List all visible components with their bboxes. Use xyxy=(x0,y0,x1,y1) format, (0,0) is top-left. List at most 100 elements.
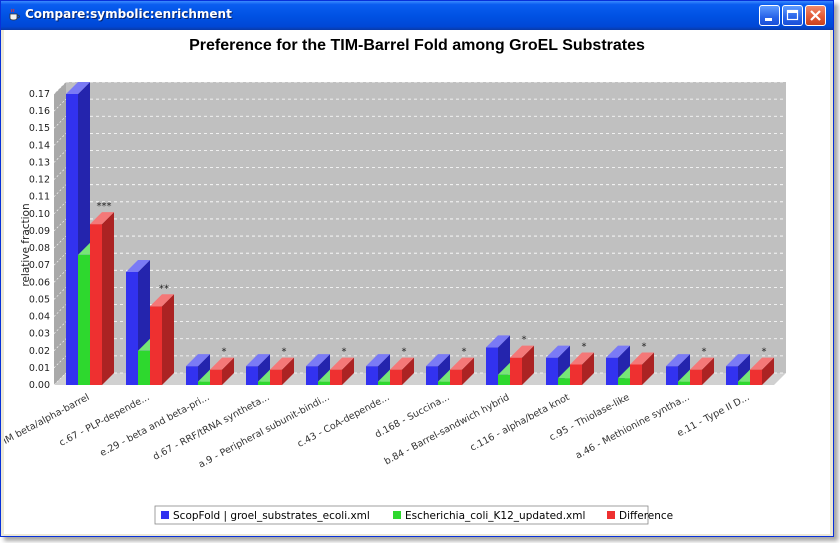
y-axis-label: relative fraction xyxy=(20,203,32,286)
window-title: Compare:symbolic:enrichment xyxy=(25,7,232,21)
y-gridline-side xyxy=(53,218,67,232)
bar-top xyxy=(546,345,570,358)
bar-front xyxy=(546,357,558,385)
x-tick-label: c.116 - alpha/beta knot xyxy=(468,392,571,454)
y-tick-label: 0.12 xyxy=(29,175,50,186)
bar xyxy=(630,352,654,385)
y-tick-label: 0.09 xyxy=(29,226,50,237)
bar-side xyxy=(342,357,354,385)
y-gridline-side xyxy=(53,338,67,351)
bar-side xyxy=(462,357,474,385)
chart-title: Preference for the TIM-Barrel Fold among… xyxy=(189,37,645,54)
bar-front xyxy=(90,224,102,385)
y-gridline-side xyxy=(53,116,67,129)
bar-front xyxy=(78,254,90,385)
bar-front xyxy=(366,366,378,385)
y-tick-label: 0.02 xyxy=(29,346,50,357)
bar-top xyxy=(366,354,390,367)
maximize-icon xyxy=(786,9,799,21)
legend-box xyxy=(154,505,649,525)
bar-front xyxy=(690,369,702,385)
bar-front xyxy=(726,366,738,385)
bar-side xyxy=(102,212,114,385)
bar-front xyxy=(558,378,570,385)
y-gridline-side xyxy=(53,81,67,95)
y-gridline-side xyxy=(53,133,67,146)
y-tick-label: 0.03 xyxy=(29,329,50,340)
significance-label: *** xyxy=(97,201,112,212)
bar-top xyxy=(726,354,750,367)
bar-side xyxy=(642,352,654,385)
significance-label: * xyxy=(462,347,467,358)
bar-front xyxy=(606,357,618,385)
y-gridline-side xyxy=(53,355,67,369)
bar xyxy=(306,354,330,385)
bar-top xyxy=(570,352,594,365)
significance-label: * xyxy=(402,347,407,358)
bar-front xyxy=(306,366,318,385)
bar-top xyxy=(126,260,150,273)
y-tick-label: 0.06 xyxy=(29,277,50,288)
bar-front xyxy=(126,272,138,385)
bar-front xyxy=(510,357,522,385)
legend-label: ScopFold | groel_substrates_ecoli.xml xyxy=(173,510,370,522)
legend-swatch xyxy=(607,511,615,519)
y-gridline-side xyxy=(53,321,67,334)
y-tick-label: 0.15 xyxy=(29,123,50,134)
bar xyxy=(210,357,234,385)
y-tick-label: 0.08 xyxy=(29,243,50,254)
bar-side xyxy=(378,354,390,385)
legend-swatch xyxy=(161,511,169,519)
bar xyxy=(570,352,594,385)
y-tick-label: 0.07 xyxy=(29,260,50,271)
bar-front xyxy=(450,369,462,385)
bar-front xyxy=(426,366,438,385)
minimize-icon xyxy=(765,18,772,21)
title-bar[interactable]: Compare:symbolic:enrichment xyxy=(1,1,833,30)
y-tick-label: 0.17 xyxy=(29,89,50,100)
y-tick-label: 0.16 xyxy=(29,106,50,117)
legend-label: Escherichia_coli_K12_updated.xml xyxy=(405,510,585,522)
significance-label: * xyxy=(702,347,707,358)
plot-side-wall xyxy=(54,82,66,385)
bar-top xyxy=(306,354,330,367)
bar-top xyxy=(270,357,294,370)
bar xyxy=(186,354,210,385)
bar xyxy=(246,354,270,385)
y-tick-label: 0.11 xyxy=(29,192,50,203)
bar-side xyxy=(258,354,270,385)
bar xyxy=(690,357,714,385)
bar-top xyxy=(750,357,774,370)
bar-front xyxy=(738,381,750,385)
y-tick-label: 0.04 xyxy=(29,312,50,323)
significance-label: * xyxy=(642,341,647,352)
maximize-button[interactable] xyxy=(782,5,803,26)
bar-front xyxy=(210,369,222,385)
y-gridline-side xyxy=(53,270,67,283)
java-cup-icon xyxy=(9,8,20,21)
bar-front xyxy=(330,369,342,385)
y-gridline-side xyxy=(53,150,67,163)
bar xyxy=(150,294,174,385)
bar-top xyxy=(510,345,534,358)
y-gridline-side xyxy=(53,287,67,300)
minimize-button[interactable] xyxy=(759,5,780,26)
significance-label: ** xyxy=(159,283,169,294)
x-tick-label: e.29 - beta and beta-pri... xyxy=(98,392,211,459)
x-tick-label: c.1 - TIM beta/alpha-barrel xyxy=(4,392,91,461)
bar-front xyxy=(750,369,762,385)
bar-front xyxy=(438,381,450,385)
bar xyxy=(90,212,114,385)
y-gridline-side xyxy=(53,235,67,249)
bar xyxy=(330,357,354,385)
bar-top xyxy=(486,335,510,348)
bar-front xyxy=(390,369,402,385)
close-button[interactable] xyxy=(805,5,826,26)
y-tick-label: 0.05 xyxy=(29,294,50,305)
bar-top xyxy=(186,354,210,367)
y-gridline-side xyxy=(53,201,67,215)
bar-front xyxy=(378,381,390,385)
bar-top xyxy=(150,294,174,307)
bar-side xyxy=(222,357,234,385)
